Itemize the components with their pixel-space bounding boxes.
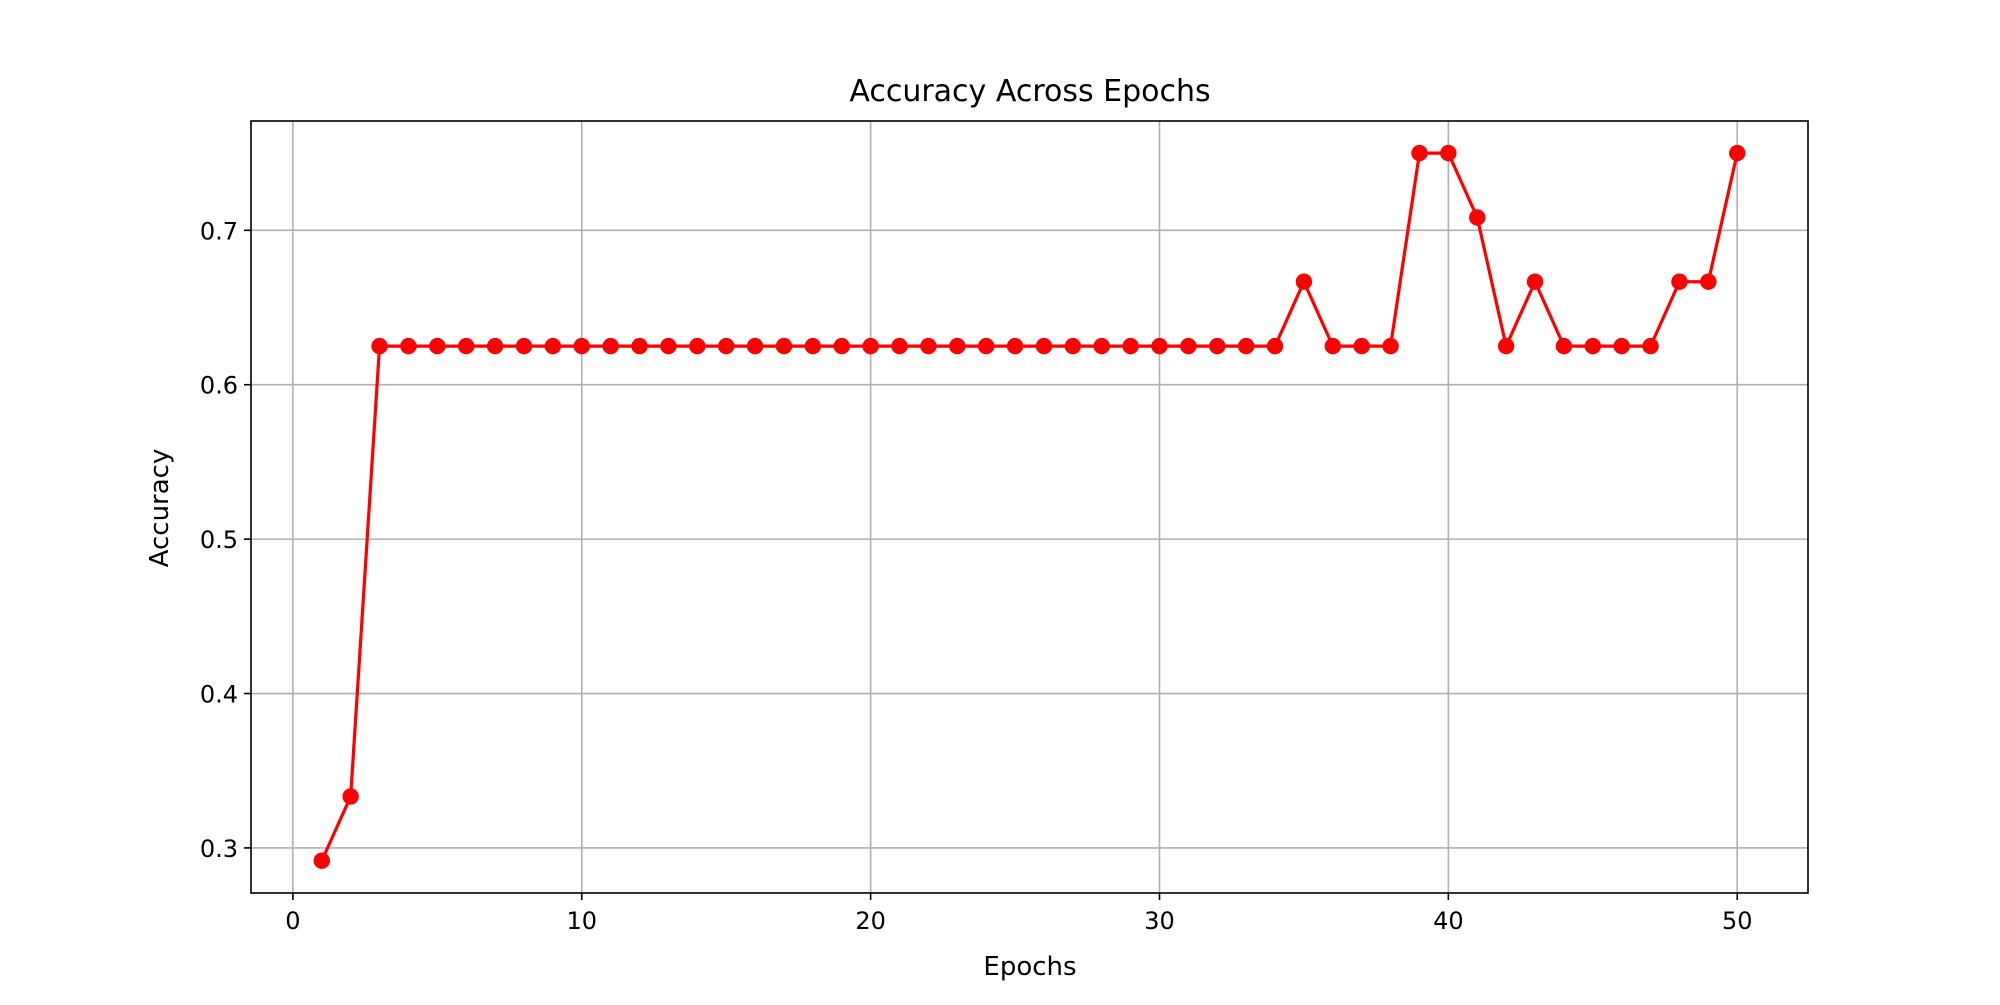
data-point: [1411, 144, 1428, 162]
data-point: [313, 852, 330, 869]
data-point: [573, 337, 590, 355]
data-point: [717, 337, 735, 355]
x-tick-label: 10: [566, 907, 597, 935]
data-point: [486, 337, 504, 355]
data-point: [400, 337, 417, 355]
data-point: [631, 337, 648, 355]
data-point: [342, 788, 359, 805]
data-point: [1613, 337, 1630, 355]
data-point: [1729, 144, 1746, 162]
data-point: [1209, 337, 1226, 355]
data-point: [1237, 337, 1255, 355]
data-point: [1180, 337, 1197, 355]
data-point: [1151, 337, 1168, 355]
data-point: [1700, 273, 1717, 290]
grid-lines: [251, 121, 1808, 893]
y-axis-label: Accuracy: [145, 449, 175, 568]
data-point: [833, 337, 850, 355]
data-point: [1382, 337, 1399, 355]
y-tick-label: 0.3: [200, 835, 238, 863]
x-tick-label: 40: [1433, 907, 1464, 935]
data-point: [775, 337, 793, 355]
data-point: [949, 337, 966, 355]
data-point: [1295, 273, 1313, 290]
data-point: [1469, 209, 1486, 226]
data-point: [920, 337, 937, 355]
data-point: [371, 337, 388, 355]
data-point: [1266, 337, 1284, 355]
y-tick-label: 0.4: [200, 681, 238, 709]
y-tick-label: 0.7: [200, 217, 238, 245]
data-point: [1642, 337, 1659, 355]
plot-frame: [250, 120, 1809, 894]
series-layer: [313, 144, 1746, 869]
data-point: [977, 337, 995, 355]
data-point: [862, 337, 879, 355]
y-tick-label: 0.5: [200, 526, 238, 554]
x-tick-label: 30: [1144, 907, 1175, 935]
data-point: [515, 337, 533, 355]
data-point: [1353, 337, 1370, 355]
data-point: [429, 337, 446, 355]
x-tick-label: 20: [855, 907, 886, 935]
data-point: [1671, 273, 1688, 290]
data-point: [660, 337, 677, 355]
data-point: [1122, 337, 1139, 355]
data-point: [1093, 337, 1110, 355]
data-point: [1324, 337, 1342, 355]
x-axis-ticks: 0 10 20 30 40 50: [285, 893, 1753, 935]
data-point: [891, 337, 908, 355]
data-point: [1006, 337, 1024, 355]
data-point: [1526, 273, 1544, 290]
x-tick-label: 50: [1722, 907, 1753, 935]
data-point: [544, 337, 562, 355]
data-point: [746, 337, 764, 355]
data-point: [1497, 337, 1515, 355]
data-point: [1035, 337, 1053, 355]
data-point: [1584, 337, 1601, 355]
data-point: [689, 337, 706, 355]
data-point: [1555, 337, 1573, 355]
data-point: [602, 337, 619, 355]
x-tick-label: 0: [285, 907, 300, 935]
x-axis-label: Epochs: [983, 952, 1076, 982]
y-axis-ticks: 0.3 0.4 0.5 0.6 0.7: [200, 217, 251, 863]
data-point: [1440, 144, 1457, 162]
data-point: [1064, 337, 1082, 355]
chart-title: Accuracy Across Epochs: [849, 74, 1210, 109]
y-tick-label: 0.6: [200, 372, 238, 400]
data-point: [804, 337, 822, 355]
data-point: [458, 337, 475, 355]
